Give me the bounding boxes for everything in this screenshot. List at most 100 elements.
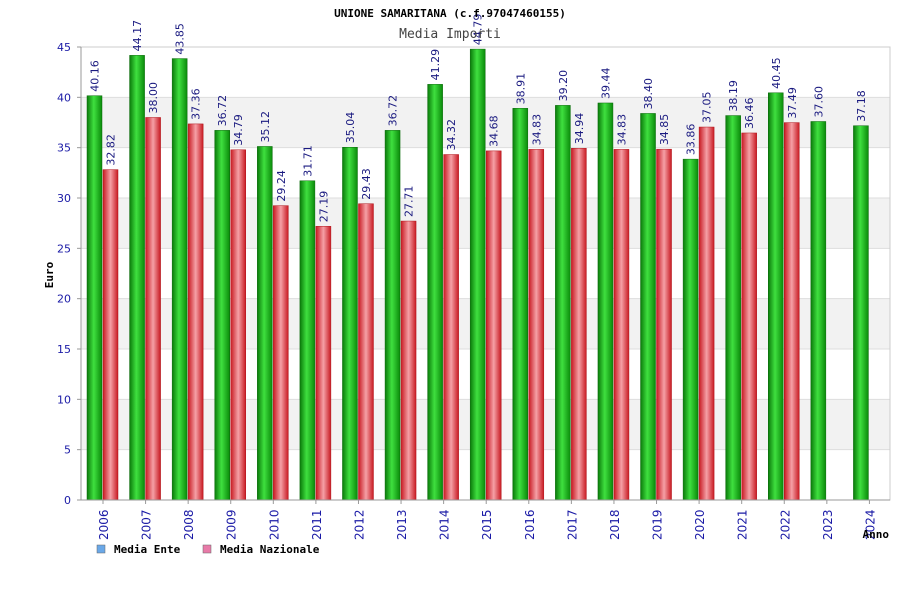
value-label-media-ente-2020: 33.86: [685, 124, 698, 156]
value-label-media-ente-2010: 35.12: [259, 111, 272, 143]
bar-media-nazionale-2017: [571, 148, 587, 501]
value-label-media-ente-2021: 38.19: [727, 80, 740, 112]
x-tick-label-2010: 2010: [267, 509, 281, 540]
bar-media-ente-2010: [257, 146, 273, 501]
y-tick-label: 0: [64, 494, 71, 507]
x-tick-label-2014: 2014: [438, 509, 452, 540]
y-tick-label: 25: [57, 242, 71, 255]
bar-media-ente-2011: [299, 180, 316, 501]
value-label-media-nazionale-2020: 37.05: [701, 92, 714, 124]
x-tick-label-2011: 2011: [310, 509, 324, 540]
x-tick-label-2018: 2018: [608, 509, 622, 540]
x-tick-label-2024: 2024: [863, 509, 877, 540]
bar-media-ente-2006: [86, 95, 103, 501]
bar-media-nazionale-2011: [315, 226, 332, 501]
x-tick-label-2017: 2017: [565, 509, 579, 540]
y-axis-title: Euro: [43, 261, 56, 288]
value-label-media-ente-2016: 38.91: [514, 73, 527, 105]
chart-subtitle: Media Importi: [399, 27, 501, 42]
value-label-media-nazionale-2006: 32.82: [105, 134, 118, 166]
x-tick-label-2008: 2008: [182, 509, 196, 540]
bar-media-ente-2024: [853, 125, 869, 501]
value-label-media-nazionale-2009: 34.79: [232, 114, 245, 146]
x-tick-label-2015: 2015: [480, 509, 494, 540]
value-label-media-ente-2024: 37.18: [855, 90, 868, 122]
value-label-media-ente-2017: 39.20: [557, 70, 570, 102]
bar-media-nazionale-2010: [273, 205, 289, 501]
bar-media-nazionale-2019: [656, 148, 672, 501]
legend-label-media-nazionale: Media Nazionale: [220, 543, 320, 556]
bar-media-ente-2021: [725, 115, 741, 501]
value-label-media-ente-2019: 38.40: [642, 78, 655, 110]
bar-media-ente-2009: [214, 130, 230, 501]
bar-media-nazionale-2014: [443, 154, 459, 501]
value-label-media-nazionale-2013: 27.71: [403, 186, 416, 218]
value-label-media-nazionale-2008: 37.36: [190, 88, 203, 120]
value-label-media-ente-2022: 40.45: [770, 57, 783, 89]
y-tick-label: 35: [57, 142, 71, 155]
x-axis-title: Anno: [863, 528, 890, 541]
bar-media-nazionale-2020: [698, 126, 715, 501]
legend-swatch-media-ente: [96, 544, 106, 554]
bar-media-nazionale-2021: [741, 132, 757, 501]
bar-media-ente-2013: [384, 130, 401, 501]
bar-media-ente-2023: [810, 121, 827, 501]
bar-media-ente-2016: [512, 108, 529, 501]
legend: Media Ente Media Nazionale: [96, 543, 320, 556]
value-label-media-ente-2023: 37.60: [812, 86, 825, 118]
value-label-media-ente-2013: 36.72: [387, 95, 400, 127]
bar-media-ente-2022: [768, 92, 784, 501]
x-tick-label-2006: 2006: [97, 509, 111, 540]
y-tick-label: 5: [64, 444, 71, 457]
bar-media-ente-2014: [427, 84, 443, 501]
y-tick-label: 30: [57, 192, 71, 205]
bar-media-nazionale-2016: [528, 149, 545, 501]
value-label-media-ente-2018: 39.44: [599, 67, 612, 99]
value-label-media-ente-2007: 44.17: [131, 20, 144, 52]
chart-title: UNIONE SAMARITANA (c.f.97047460155): [334, 7, 566, 20]
value-label-media-nazionale-2022: 37.49: [786, 87, 799, 119]
x-tick-label-2021: 2021: [736, 509, 750, 540]
y-axis-ticks: 0 5 10 15 20 25 30 35 40 45: [57, 41, 81, 507]
value-label-media-ente-2009: 36.72: [216, 95, 229, 127]
value-label-media-nazionale-2014: 34.32: [445, 119, 458, 151]
bar-media-nazionale-2012: [358, 203, 374, 501]
value-label-media-nazionale-2012: 29.43: [360, 168, 373, 200]
value-label-media-nazionale-2015: 34.68: [488, 115, 501, 147]
value-label-media-ente-2015: 44.79: [472, 14, 485, 46]
value-label-media-ente-2008: 43.85: [174, 23, 187, 55]
x-tick-label-2022: 2022: [778, 509, 792, 540]
y-tick-label: 45: [57, 41, 71, 54]
bar-media-ente-2017: [555, 105, 571, 501]
x-axis-ticks: 2006 2007 2008 2009 2010 2011 2012 2013 2014 2015…: [97, 500, 877, 540]
value-label-media-ente-2012: 35.04: [344, 112, 357, 144]
bar-media-ente-2012: [342, 147, 358, 501]
bar-media-ente-2020: [682, 158, 699, 501]
x-tick-label-2023: 2023: [821, 509, 835, 540]
bar-media-nazionale-2015: [485, 150, 502, 501]
legend-label-media-ente: Media Ente: [114, 543, 181, 556]
bar-media-nazionale-2007: [145, 117, 161, 501]
x-tick-label-2009: 2009: [225, 509, 239, 540]
x-tick-label-2013: 2013: [395, 509, 409, 540]
x-tick-label-2020: 2020: [693, 509, 707, 540]
value-label-media-ente-2014: 41.29: [429, 49, 442, 81]
bar-media-nazionale-2008: [187, 123, 204, 501]
y-tick-label: 10: [57, 393, 71, 406]
y-tick-label: 40: [57, 91, 71, 104]
bar-media-ente-2019: [640, 113, 656, 501]
value-label-media-nazionale-2016: 34.83: [530, 114, 543, 146]
value-label-media-nazionale-2019: 34.85: [658, 114, 671, 146]
bar-media-ente-2015: [469, 48, 486, 501]
value-label-media-nazionale-2018: 34.83: [615, 114, 628, 146]
bar-media-nazionale-2006: [102, 169, 119, 501]
bar-media-nazionale-2018: [613, 149, 630, 501]
value-label-media-nazionale-2021: 36.46: [743, 97, 756, 129]
bar-media-ente-2018: [597, 102, 614, 501]
x-tick-label-2007: 2007: [140, 509, 154, 540]
x-tick-label-2019: 2019: [651, 509, 665, 540]
x-tick-label-2012: 2012: [352, 509, 366, 540]
y-tick-label: 20: [57, 293, 71, 306]
